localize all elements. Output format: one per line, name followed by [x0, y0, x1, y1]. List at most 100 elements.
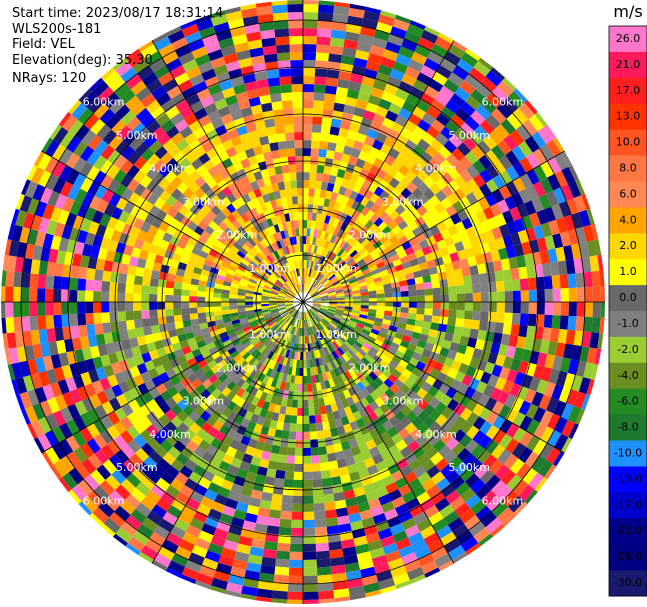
- velocity-gate: [326, 525, 340, 535]
- velocity-gate: [247, 155, 258, 166]
- velocity-gate: [325, 250, 332, 259]
- velocity-gate: [254, 233, 263, 243]
- velocity-gate: [291, 407, 298, 416]
- velocity-gate: [318, 289, 327, 294]
- velocity-gate: [326, 286, 335, 292]
- velocity-gate: [258, 221, 266, 231]
- velocity-gate: [297, 188, 303, 197]
- velocity-gate: [285, 305, 294, 309]
- velocity-gate: [303, 575, 318, 584]
- velocity-gate: [363, 582, 381, 594]
- velocity-gate: [146, 179, 159, 193]
- velocity-gate: [544, 464, 557, 480]
- colorbar-tick-label: 2.0: [619, 239, 637, 252]
- velocity-gate: [426, 335, 437, 345]
- velocity-gate: [289, 52, 303, 61]
- velocity-gate: [408, 458, 422, 472]
- velocity-gate: [155, 477, 171, 492]
- velocity-gate: [297, 196, 303, 205]
- velocity-gate: [285, 358, 291, 367]
- velocity-gate: [245, 307, 254, 312]
- velocity-gate: [257, 279, 266, 285]
- velocity-gate: [291, 196, 298, 205]
- velocity-gate: [69, 362, 81, 377]
- velocity-gate: [245, 304, 254, 309]
- velocity-gate: [162, 361, 173, 372]
- velocity-gate: [422, 200, 435, 212]
- velocity-gate: [317, 12, 334, 22]
- velocity-gate: [93, 302, 102, 313]
- velocity-gate: [490, 203, 503, 217]
- velocity-gate: [160, 119, 175, 133]
- velocity-gate: [51, 426, 66, 443]
- velocity-gate: [333, 443, 343, 453]
- velocity-gate: [575, 408, 585, 425]
- velocity-gate: [509, 206, 522, 221]
- velocity-gate: [293, 277, 298, 286]
- velocity-gate: [111, 384, 123, 398]
- velocity-gate: [291, 318, 296, 326]
- velocity-gate: [92, 356, 104, 370]
- velocity-gate: [482, 134, 498, 150]
- velocity-gate: [329, 234, 337, 244]
- velocity-gate: [285, 237, 291, 246]
- velocity-gate: [323, 355, 330, 364]
- velocity-gate: [303, 543, 317, 552]
- velocity-gate: [273, 20, 289, 30]
- velocity-gate: [211, 501, 225, 513]
- velocity-gate: [368, 146, 381, 158]
- velocity-gate: [362, 483, 376, 495]
- velocity-gate: [520, 302, 529, 314]
- velocity-gate: [51, 443, 67, 460]
- velocity-gate: [5, 270, 15, 287]
- velocity-gate: [336, 458, 347, 469]
- velocity-gate: [291, 76, 303, 85]
- velocity-gate: [169, 335, 180, 345]
- velocity-gate: [369, 400, 380, 411]
- velocity-gate: [318, 287, 326, 293]
- velocity-gate: [227, 102, 241, 114]
- velocity-gate: [271, 182, 280, 192]
- velocity-gate: [57, 379, 70, 395]
- velocity-gate: [310, 244, 316, 254]
- velocity-gate: [289, 236, 294, 246]
- colorbar-swatch: [609, 233, 647, 260]
- velocity-gate: [414, 345, 425, 355]
- velocity-gate: [375, 231, 386, 241]
- velocity-gate: [348, 7, 365, 19]
- velocity-gate: [135, 327, 145, 338]
- velocity-gate: [109, 311, 118, 323]
- velocity-gate: [428, 170, 442, 183]
- velocity-gate: [543, 275, 553, 290]
- velocity-gate: [451, 334, 462, 344]
- velocity-gate: [477, 263, 487, 275]
- velocity-gate: [370, 505, 384, 517]
- velocity-gate: [221, 396, 232, 408]
- velocity-gate: [239, 247, 248, 256]
- velocity-gate: [313, 228, 319, 238]
- velocity-gate: [105, 342, 116, 355]
- velocity-gate: [125, 213, 138, 227]
- velocity-gate: [53, 366, 66, 382]
- velocity-gate: [412, 79, 428, 93]
- velocity-gate: [374, 386, 385, 397]
- velocity-gate: [46, 368, 58, 385]
- velocity-gate: [325, 260, 333, 268]
- velocity-gate: [94, 323, 104, 335]
- velocity-gate: [295, 367, 300, 376]
- velocity-gate: [214, 283, 223, 290]
- velocity-gate: [235, 91, 249, 103]
- velocity-gate: [269, 263, 277, 271]
- velocity-gate: [380, 449, 392, 461]
- velocity-gate: [417, 410, 430, 423]
- velocity-gate: [296, 284, 300, 293]
- velocity-gate: [259, 135, 270, 146]
- velocity-gate: [121, 187, 134, 201]
- velocity-gate: [365, 589, 382, 598]
- velocity-gate: [261, 491, 273, 502]
- velocity-gate: [255, 284, 264, 289]
- velocity-gate: [277, 278, 285, 285]
- velocity-gate: [420, 440, 433, 453]
- velocity-gate: [462, 453, 477, 468]
- velocity-gate: [318, 238, 324, 247]
